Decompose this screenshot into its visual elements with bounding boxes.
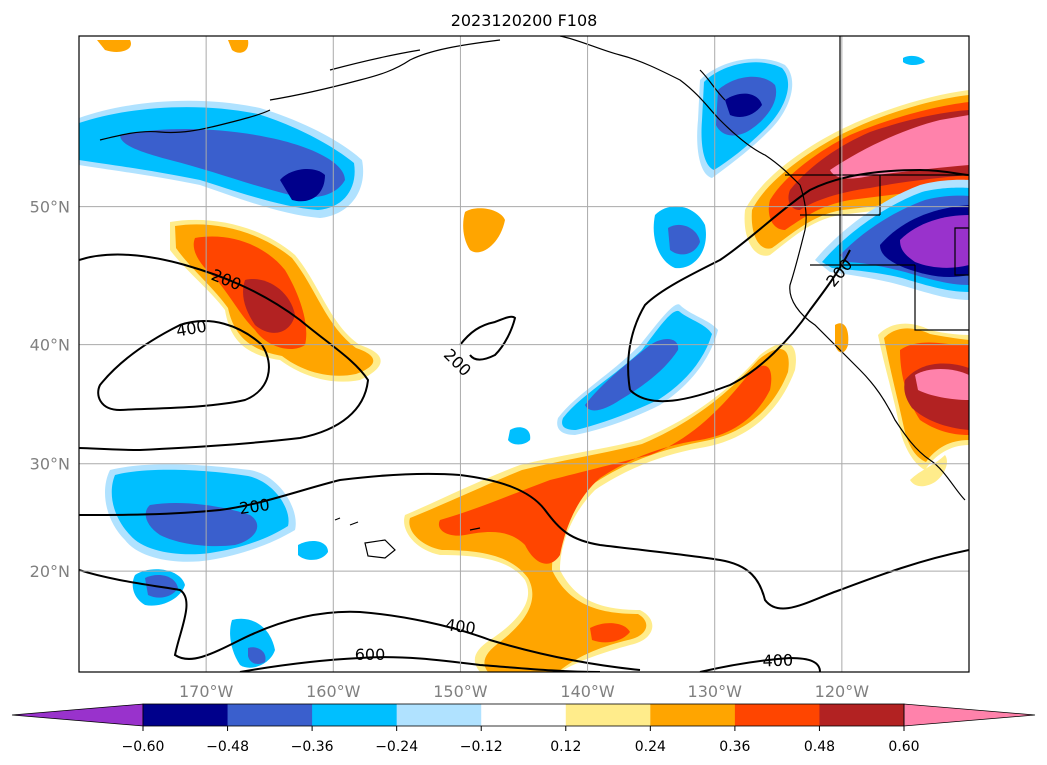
colorbar-tick-label: 0.12 [550,739,581,755]
contour-line-600 [239,656,601,672]
colorbar-tick-label: 0.48 [804,739,835,755]
contour-label: 600 [355,645,386,664]
contour-line-200-west [79,253,370,452]
colorbar-swatch [396,704,482,726]
colorbar-swatch [650,704,736,726]
longitude-tick-label: 140°W [560,682,615,701]
colorbar-tick-label: 0.24 [635,739,666,755]
colorbar-swatch [227,704,313,726]
map-panel [78,35,970,673]
contour-label: 200 [238,495,271,518]
colorbar-tick-label: 0.60 [888,739,919,755]
contour-label: 400 [444,615,477,638]
colorbar-tick-label: −0.24 [375,739,418,755]
colorbar-swatch [565,704,651,726]
contour-line-400-east [699,656,821,672]
coastlines [99,36,969,559]
colorbar-extend-low [11,703,144,727]
longitude-tick-label: 160°W [306,682,361,701]
longitude-tick-label: 120°W [815,682,870,701]
latitude-tick-label: 30°N [30,455,70,474]
colorbar-tick-label: −0.48 [206,739,249,755]
latitude-tick-label: 40°N [30,336,70,355]
colorbar-tick-label: −0.60 [122,739,165,755]
shaded-anomaly-fields [79,40,969,672]
graticule [79,36,969,672]
contour-line-400-south [79,569,641,671]
colorbar-swatch [819,704,905,726]
longitude-tick-label: 150°W [433,682,488,701]
latitude-tick-label: 20°N [30,562,70,581]
colorbar-swatch [734,704,820,726]
colorbar-swatch [481,704,567,726]
longitude-tick-labels: 170°W 160°W 150°W 140°W 130°W 120°W [179,682,869,701]
latitude-tick-labels: 50°N 40°N 30°N 20°N [30,198,70,582]
colorbar-swatch [143,704,229,726]
longitude-tick-label: 170°W [179,682,234,701]
colorbar: −0.60 −0.48 −0.36 −0.24 −0.12 0.12 0.24 0.36 0.4… [11,703,1036,755]
contour-line-200-central [459,315,517,361]
colorbar-tick-label: 0.36 [719,739,750,755]
contour-line-400-west [97,320,270,412]
longitude-tick-label: 130°W [688,682,743,701]
contour-label: 400 [762,650,793,670]
latitude-tick-label: 50°N [30,198,70,217]
colorbar-tick-label: −0.12 [460,739,503,755]
contour-lines [79,168,969,672]
colorbar-extend-high [903,703,1036,727]
contour-line-200-south [79,472,969,610]
colorbar-tick-label: −0.36 [291,739,334,755]
map-title: 2023120200 F108 [451,11,598,30]
contour-line-200-east [627,168,969,391]
colorbar-swatch [312,704,398,726]
